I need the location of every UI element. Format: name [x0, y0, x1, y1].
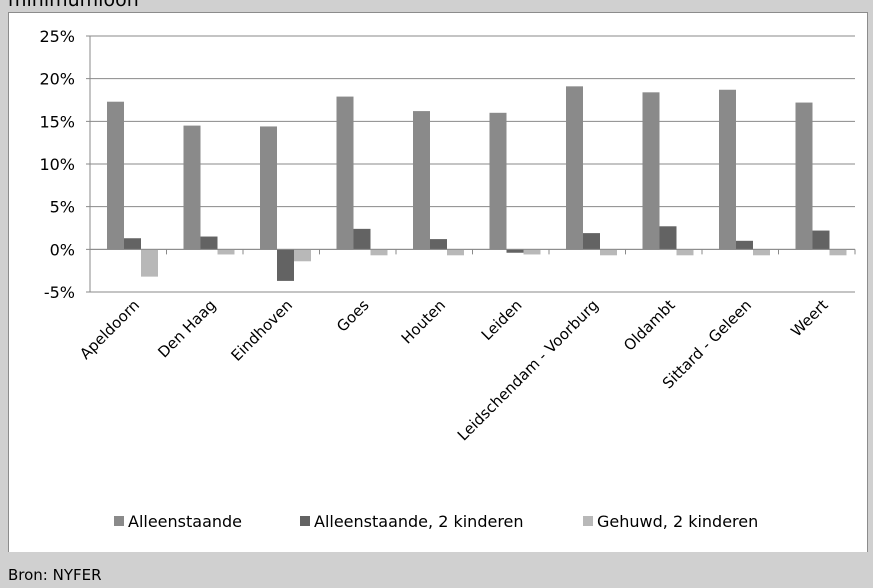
bar: [566, 86, 583, 250]
bar: [489, 112, 507, 250]
y-tick-label: 10%: [39, 155, 75, 174]
bar: [506, 249, 524, 253]
category-label: Goes: [333, 296, 373, 336]
y-tick-label: -5%: [44, 283, 75, 302]
bar: [124, 238, 141, 250]
category-label: Den Haag: [154, 296, 219, 361]
bar: [523, 249, 541, 255]
bar: [107, 101, 124, 250]
bar: [430, 239, 447, 250]
bar: [370, 249, 388, 256]
category-label: Houten: [398, 296, 449, 347]
y-tick-label: 5%: [50, 198, 75, 217]
source-note: Bron: NYFER: [8, 566, 102, 584]
title-strip: minimumloon: [0, 0, 873, 12]
bar: [659, 226, 677, 250]
bar: [183, 125, 201, 250]
bar: [294, 249, 311, 262]
bar: [829, 249, 847, 256]
category-label: Leiden: [478, 296, 526, 344]
bar: [642, 92, 660, 250]
y-tick-label: 25%: [39, 27, 75, 46]
bar: [600, 249, 617, 256]
bar: [719, 89, 736, 250]
bar: [141, 249, 158, 277]
bar: [753, 249, 770, 256]
category-label: Eindhoven: [228, 296, 297, 365]
bar: [277, 249, 294, 281]
bar: [447, 249, 464, 256]
bar: [353, 228, 371, 250]
bar: [736, 240, 753, 250]
category-label: Leidschendam - Voorburg: [454, 296, 602, 444]
bar: [336, 96, 354, 250]
legend-swatch: [300, 516, 310, 526]
bar: [583, 233, 600, 250]
legend-label: Alleenstaande, 2 kinderen: [314, 512, 524, 531]
category-label: Weert: [787, 296, 831, 340]
legend-swatch: [583, 516, 593, 526]
source-footer: Bron: NYFER: [0, 552, 873, 588]
y-tick-label: 15%: [39, 112, 75, 131]
bar: [413, 111, 430, 250]
legend-label: Alleenstaande: [128, 512, 242, 531]
y-tick-label: 20%: [39, 70, 75, 89]
bar: [795, 102, 813, 250]
y-tick-label: 0%: [50, 240, 75, 259]
chart-title-fragment: minimumloon: [8, 0, 139, 11]
legend-label: Gehuwd, 2 kinderen: [597, 512, 758, 531]
category-label: Apeldoorn: [76, 296, 143, 363]
bar: [217, 249, 235, 255]
bar: [200, 236, 218, 250]
bar: [260, 126, 277, 250]
bar: [812, 230, 830, 250]
category-label: Oldambt: [620, 296, 679, 355]
legend-swatch: [114, 516, 124, 526]
bar: [676, 249, 694, 256]
